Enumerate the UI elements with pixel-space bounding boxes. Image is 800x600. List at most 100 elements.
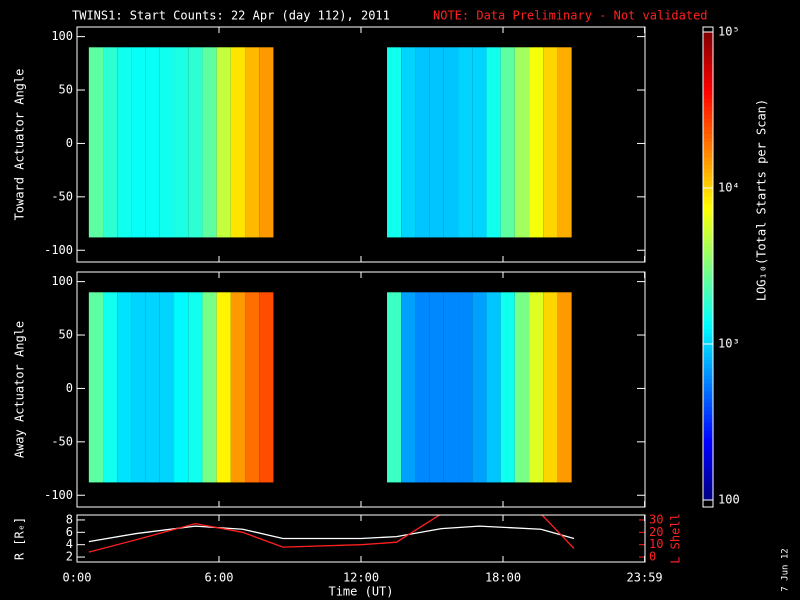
heatmap xyxy=(88,292,572,483)
y2-tick-label: 10 xyxy=(649,537,663,551)
colorbar-swatch xyxy=(703,176,713,181)
heatmap xyxy=(88,47,572,238)
colorbar-swatch xyxy=(703,242,713,248)
y-tick-label: 8 xyxy=(66,512,73,526)
heatmap-cell xyxy=(188,292,203,483)
y-tick-label: 50 xyxy=(59,328,73,342)
colorbar-swatch xyxy=(703,160,713,166)
colorbar-swatch xyxy=(703,94,713,99)
heatmap-cell xyxy=(415,47,430,238)
colorbar-swatch xyxy=(703,386,713,392)
heatmap-cell xyxy=(514,47,530,238)
colorbar-swatch xyxy=(703,137,713,142)
colorbar-swatch xyxy=(703,410,713,415)
heatmap-cell xyxy=(88,47,104,238)
colorbar-swatch xyxy=(703,82,713,88)
colorbar-swatch xyxy=(703,461,713,466)
colorbar-swatch xyxy=(703,133,713,138)
heatmap-cell xyxy=(230,292,246,483)
colorbar-swatch xyxy=(703,316,713,322)
y-tick-label: 2 xyxy=(66,550,73,564)
colorbar-swatch xyxy=(703,394,713,400)
heatmap-cell xyxy=(117,47,132,238)
colorbar-swatch xyxy=(703,281,713,287)
colorbar-tick-label: 10⁴ xyxy=(718,181,740,195)
colorbar-swatch xyxy=(703,328,713,333)
colorbar-swatch xyxy=(703,293,713,298)
heatmap-cell xyxy=(529,47,544,238)
colorbar-swatch xyxy=(703,141,713,146)
colorbar-swatch xyxy=(703,254,713,259)
colorbar-swatch xyxy=(703,425,713,431)
y-tick-label: -100 xyxy=(44,243,73,257)
heatmap-cell xyxy=(429,292,444,483)
colorbar-swatch xyxy=(703,359,713,365)
colorbar-swatch xyxy=(703,207,713,212)
heatmap-cell xyxy=(230,47,246,238)
colorbar-swatch xyxy=(703,371,713,376)
colorbar-swatch xyxy=(703,484,713,489)
heatmap-cell xyxy=(117,292,132,483)
colorbar-swatch xyxy=(703,67,713,72)
colorbar-swatch xyxy=(703,429,713,435)
colorbar-swatch xyxy=(703,238,713,244)
colorbar-swatch xyxy=(703,121,713,127)
colorbar-swatch xyxy=(703,312,713,318)
heatmap-cell xyxy=(88,292,104,483)
colorbar-swatch xyxy=(703,102,713,107)
x-tick-label: 18:00 xyxy=(485,571,521,585)
y2-tick-label: 0 xyxy=(649,550,656,564)
heatmap-cell xyxy=(557,47,572,238)
colorbar-swatch xyxy=(703,492,713,497)
y-tick-label: -50 xyxy=(51,189,73,203)
colorbar-tick-label: 10⁵ xyxy=(718,25,740,39)
colorbar-swatch xyxy=(703,184,713,189)
colorbar-swatch xyxy=(703,301,713,306)
colorbar-swatch xyxy=(703,188,713,193)
colorbar-swatch xyxy=(703,285,713,290)
colorbar-swatch xyxy=(703,308,713,314)
colorbar-swatch xyxy=(703,39,713,45)
heatmap-cell xyxy=(145,47,160,238)
y-tick-label: 100 xyxy=(51,29,73,43)
colorbar-swatch xyxy=(703,215,713,220)
colorbar-swatch xyxy=(703,262,713,267)
heatmap-cell xyxy=(401,47,416,238)
heatmap-cell xyxy=(443,292,459,483)
colorbar-swatch xyxy=(703,472,713,478)
heatmap-cell xyxy=(514,292,530,483)
colorbar-swatch xyxy=(703,289,713,294)
colorbar-swatch xyxy=(703,332,713,337)
colorbar-swatch xyxy=(703,90,713,95)
colorbar-swatch xyxy=(703,383,713,388)
colorbar-swatch xyxy=(703,433,713,439)
colorbar-swatch xyxy=(703,273,713,279)
x-tick-label: 23:59 xyxy=(627,571,663,585)
heatmap-cell xyxy=(529,292,544,483)
y-tick-label: 50 xyxy=(59,83,73,97)
colorbar-swatch xyxy=(703,145,713,150)
colorbar-swatch xyxy=(703,453,713,458)
colorbar-swatch xyxy=(703,324,713,329)
colorbar-tick-label: 100 xyxy=(718,493,740,507)
colorbar-swatch xyxy=(703,258,713,263)
x-tick-label: 6:00 xyxy=(205,571,234,585)
colorbar-swatch xyxy=(703,250,713,255)
colorbar-swatch xyxy=(703,320,713,326)
heatmap-cell xyxy=(202,292,217,483)
colorbar-swatch xyxy=(703,496,713,501)
colorbar-swatch xyxy=(703,480,713,485)
heatmap-cell xyxy=(429,47,444,238)
colorbar-swatch xyxy=(703,74,713,80)
colorbar-label: LOG₁₀(Total Starts per Scan) xyxy=(755,99,769,301)
colorbar-swatch xyxy=(703,246,713,251)
colorbar-swatch xyxy=(703,351,713,357)
heatmap-cell xyxy=(159,292,175,483)
colorbar-swatch xyxy=(703,379,713,384)
colorbar-swatch xyxy=(703,402,713,407)
colorbar-swatch xyxy=(703,117,713,123)
colorbar-swatch xyxy=(703,98,713,103)
colorbar-swatch xyxy=(703,234,713,240)
colorbar-swatch xyxy=(703,363,713,368)
colorbar-swatch xyxy=(703,464,713,470)
